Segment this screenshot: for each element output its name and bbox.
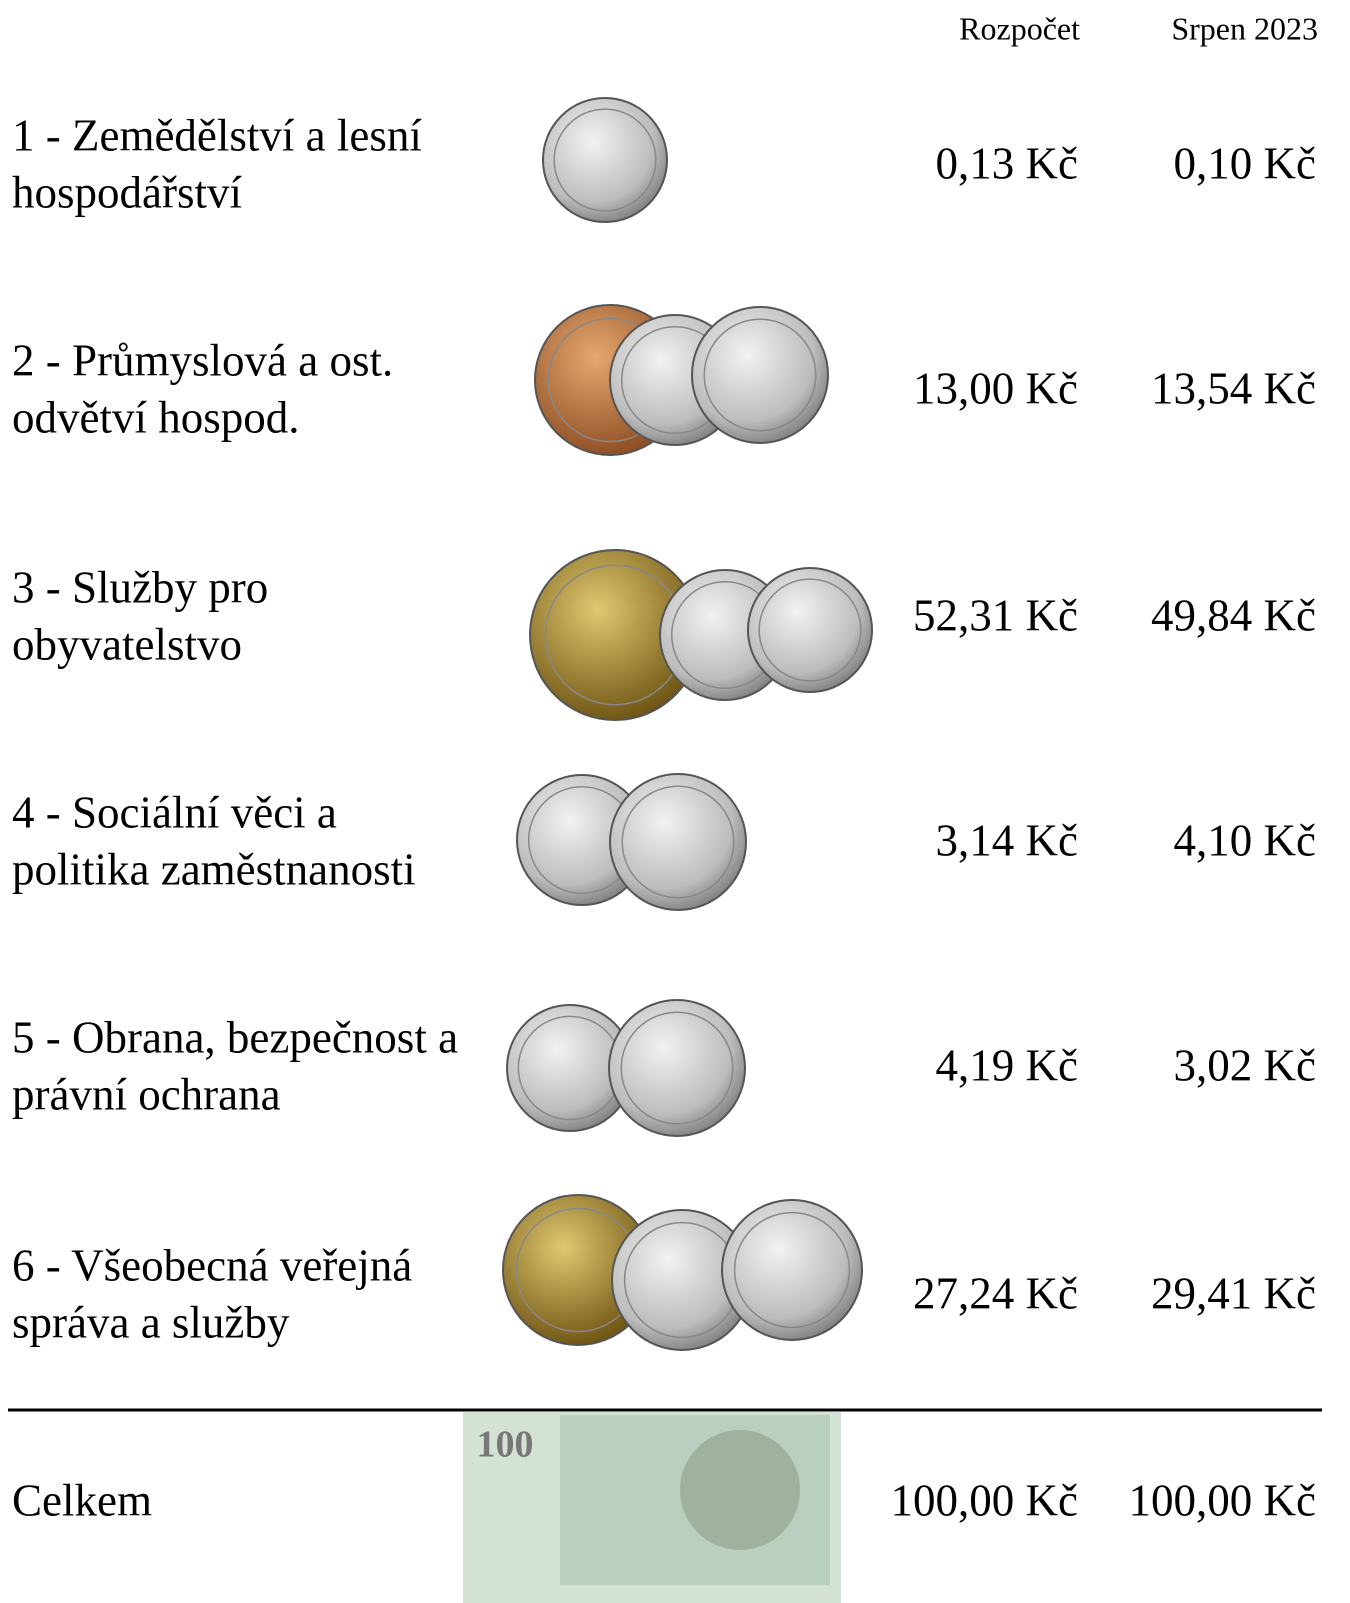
- banknote: 100: [463, 1412, 841, 1603]
- coin-rim: [733, 1211, 851, 1329]
- total-budget: 100,00 Kč: [891, 1475, 1078, 1525]
- coin: [542, 97, 668, 223]
- column-header: Rozpočet: [959, 10, 1080, 46]
- total-label: Celkem: [12, 1475, 152, 1525]
- row-label: 5 - Obrana, bezpečnost a: [12, 1012, 458, 1062]
- budget-value: 52,31 Kč: [913, 590, 1078, 640]
- row-label: správa a služby: [12, 1297, 290, 1347]
- actual-value: 3,02 Kč: [1174, 1040, 1316, 1090]
- row-label: obyvatelstvo: [12, 619, 242, 669]
- coin: [747, 567, 873, 693]
- coin: [691, 306, 829, 444]
- coin-rim: [621, 785, 735, 899]
- coins: [502, 97, 873, 1351]
- actual-value: 49,84 Kč: [1151, 590, 1316, 640]
- total-actual: 100,00 Kč: [1129, 1475, 1316, 1525]
- actual-value: 4,10 Kč: [1174, 815, 1316, 865]
- row-label: 6 - Všeobecná veřejná: [12, 1240, 412, 1290]
- budget-value: 13,00 Kč: [913, 363, 1078, 413]
- actual-value: 0,10 Kč: [1174, 138, 1316, 188]
- actual-value: 13,54 Kč: [1151, 363, 1316, 413]
- budget-value: 0,13 Kč: [936, 138, 1078, 188]
- svg-text:100: 100: [477, 1424, 534, 1466]
- coin: [608, 999, 746, 1137]
- row-label: politika zaměstnanosti: [12, 844, 416, 894]
- rows: 1 - Zemědělství a lesní hospodářství 0,13 …: [12, 110, 1316, 1525]
- row-label: 1 - Zemědělství a lesní: [12, 110, 422, 160]
- coin-rim: [620, 1011, 734, 1125]
- row-label: odvětví hospod.: [12, 392, 300, 442]
- coin-rim: [758, 578, 862, 682]
- row-label: 2 - Průmyslová a ost.: [12, 335, 393, 385]
- coin-rim: [703, 318, 817, 432]
- row-label: 3 - Služby pro: [12, 562, 268, 612]
- coin-rim: [553, 108, 657, 212]
- budget-value: 27,24 Kč: [913, 1268, 1078, 1318]
- coin: [609, 773, 747, 911]
- budget-value: 3,14 Kč: [936, 815, 1078, 865]
- row-label: právní ochrana: [12, 1069, 281, 1119]
- row-label: 4 - Sociální věci a: [12, 787, 337, 837]
- actual-value: 29,41 Kč: [1151, 1268, 1316, 1318]
- column-header: Srpen 2023: [1171, 10, 1318, 46]
- coin: [721, 1199, 863, 1341]
- budget-value: 4,19 Kč: [936, 1040, 1078, 1090]
- row-label: hospodářství: [12, 167, 242, 217]
